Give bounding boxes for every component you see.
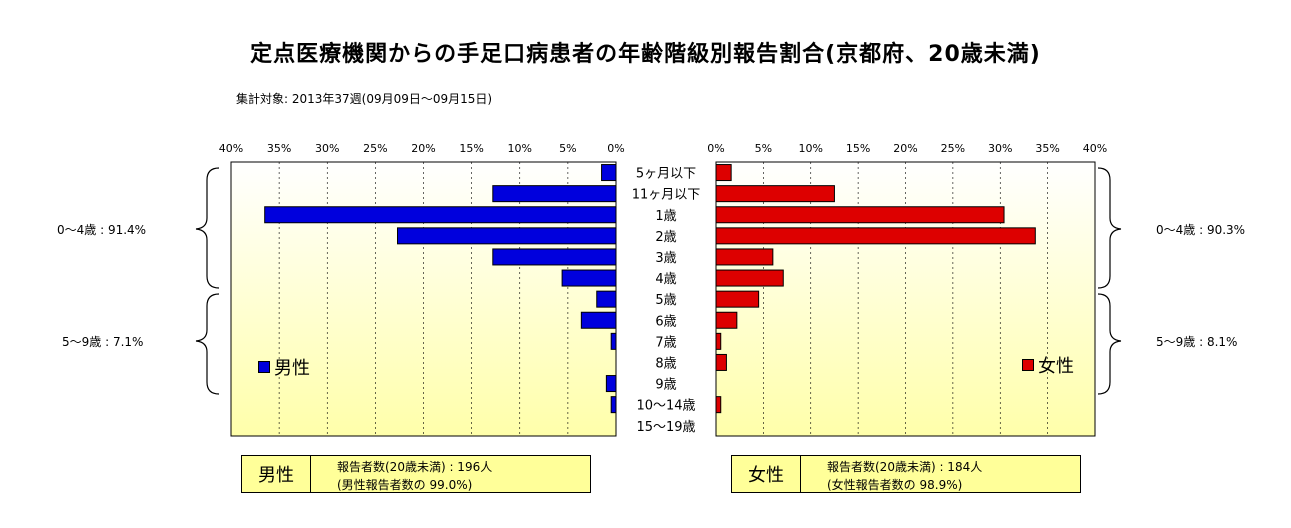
male-bracket-5-9 [195, 293, 220, 395]
category-label: 11ヶ月以下 [632, 188, 701, 203]
tick-label-right: 35% [1035, 142, 1059, 155]
female-summary-line1: 報告者数(20歳未満) : 184人 [827, 460, 983, 474]
axis-tick-labels: 40% 0% 35% 5% 30% 10% 25% 15% 20% 20% 15% 25% 10% 30%… [219, 142, 1107, 155]
male-bar [596, 290, 617, 308]
female-bar [715, 248, 774, 266]
male-summary-box: 男性 報告者数(20歳未満) : 196人 (男性報告者数の 99.0%) [241, 455, 591, 493]
female-summary-label: 女性 [732, 456, 801, 492]
chart-subtitle: 集計対象: 2013年37週(09月09日～09月15日) [236, 92, 493, 106]
female-bar [715, 311, 738, 329]
tick-label-left: 5% [559, 142, 576, 155]
female-bar [715, 164, 732, 182]
category-label: 6歳 [655, 314, 676, 329]
legend-female-swatch [1022, 359, 1034, 371]
male-bar [610, 396, 617, 414]
male-bar [492, 248, 617, 266]
male-bracket-0-4 [195, 167, 220, 289]
male-bar [610, 332, 617, 350]
tick-label-left: 15% [459, 142, 483, 155]
tick-label-left: 10% [508, 142, 532, 155]
female-bar [715, 185, 835, 203]
tick-label-left: 35% [267, 142, 291, 155]
female-bracket-label-0-4: 0～4歳 : 90.3% [1156, 223, 1246, 237]
female-summary-line2: (女性報告者数の 98.9%) [827, 478, 963, 492]
tick-label-left: 30% [315, 142, 339, 155]
female-bracket-label-5-9: 5～9歳 : 8.1% [1156, 335, 1238, 349]
tick-label-left: 20% [411, 142, 435, 155]
female-bar [715, 227, 1036, 245]
male-summary-label: 男性 [242, 456, 311, 492]
male-summary-line1: 報告者数(20歳未満) : 196人 [337, 460, 493, 474]
tick-label-left: 40% [219, 142, 243, 155]
category-label: 7歳 [655, 335, 676, 350]
female-bar [715, 353, 727, 371]
female-bar [715, 269, 784, 287]
female-summary-box: 女性 報告者数(20歳未満) : 184人 (女性報告者数の 98.9%) [731, 455, 1081, 493]
female-bracket-0-4 [1097, 167, 1122, 289]
legend-male: 男性 [258, 354, 310, 380]
category-label: 2歳 [655, 230, 676, 245]
tick-label-right: 10% [799, 142, 823, 155]
male-bar [601, 164, 617, 182]
tick-label-right: 40% [1083, 142, 1107, 155]
male-bar [264, 206, 617, 224]
male-bar [492, 185, 617, 203]
male-bracket-label-0-4: 0～4歳 : 91.4% [57, 223, 147, 237]
legend-female-label: 女性 [1038, 356, 1074, 377]
category-label: 8歳 [655, 356, 676, 371]
male-bar [605, 375, 617, 393]
legend-male-label: 男性 [274, 358, 310, 379]
male-bracket-label-5-9: 5～9歳 : 7.1% [62, 335, 144, 349]
tick-label-right: 25% [941, 142, 965, 155]
category-label: 5歳 [655, 293, 676, 308]
category-label: 15～19歳 [636, 420, 695, 435]
female-bar [715, 206, 1005, 224]
category-label: 1歳 [655, 209, 676, 224]
female-bracket-5-9 [1097, 293, 1122, 395]
category-label: 9歳 [655, 378, 676, 393]
chart-title: 定点医療機関からの手足口病患者の年齢階級別報告割合(京都府、20歳未満) [250, 42, 1041, 67]
tick-label-right: 5% [755, 142, 772, 155]
female-bar [715, 396, 722, 414]
bars [264, 164, 1036, 414]
tick-label-left: 0% [607, 142, 624, 155]
tick-label-left: 25% [363, 142, 387, 155]
female-bar [715, 290, 760, 308]
category-label: 3歳 [655, 251, 676, 266]
tick-label-right: 30% [988, 142, 1012, 155]
category-label: 4歳 [655, 272, 676, 287]
legend-male-swatch [258, 361, 270, 373]
category-label: 5ヶ月以下 [636, 167, 696, 182]
female-bar [715, 332, 722, 350]
tick-label-right: 20% [893, 142, 917, 155]
tick-label-right: 0% [707, 142, 724, 155]
legend-female: 女性 [1022, 352, 1074, 378]
male-bar [561, 269, 617, 287]
category-labels: 5ヶ月以下 11ヶ月以下 1歳 2歳 3歳 4歳 5歳 6歳 7歳 8歳 9歳 10～14歳 15～19… [632, 167, 701, 435]
category-label: 10～14歳 [636, 399, 695, 414]
tick-label-right: 15% [846, 142, 870, 155]
male-bar [580, 311, 617, 329]
male-bar [397, 227, 617, 245]
male-summary-line2: (男性報告者数の 99.0%) [337, 478, 473, 492]
